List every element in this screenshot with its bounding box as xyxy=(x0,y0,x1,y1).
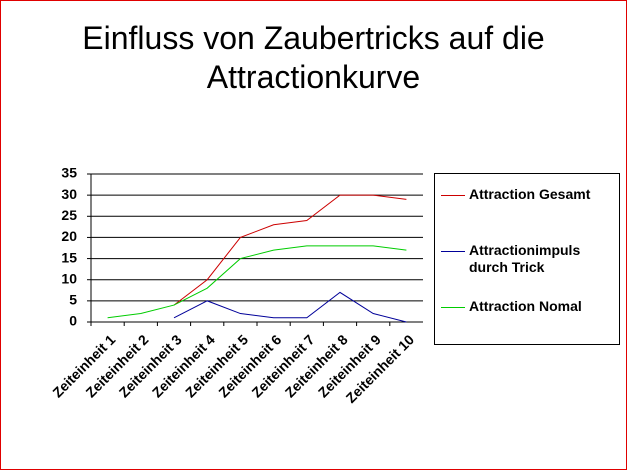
legend-label: Attraction Gesamt xyxy=(469,186,591,202)
y-tick-label: 30 xyxy=(61,186,77,202)
legend-swatch xyxy=(441,307,465,308)
y-tick-label: 20 xyxy=(61,228,77,244)
legend-entry: Attraction Nomal xyxy=(441,298,614,315)
y-tick-label: 35 xyxy=(61,165,77,181)
chart-title: Einfluss von Zaubertricks auf die Attrac… xyxy=(82,20,545,95)
legend-swatch xyxy=(441,195,465,196)
y-tick-label: 10 xyxy=(61,270,77,286)
y-tick-label: 5 xyxy=(69,292,77,308)
y-tick-label: 15 xyxy=(61,249,77,265)
legend-entry: Attraction Gesamt xyxy=(441,186,614,203)
series-line xyxy=(173,291,407,323)
legend: Attraction Gesamt Attractionimpuls durch … xyxy=(434,173,620,345)
y-tick-label: 25 xyxy=(61,207,77,223)
series-line xyxy=(107,245,407,319)
legend-entry: Attractionimpuls durch Trick xyxy=(441,242,614,276)
series-line xyxy=(173,194,407,306)
legend-label: Attractionimpuls durch Trick xyxy=(469,242,581,275)
y-tick-label: 0 xyxy=(69,313,77,329)
legend-label: Attraction Nomal xyxy=(469,298,582,314)
legend-swatch xyxy=(441,251,465,252)
